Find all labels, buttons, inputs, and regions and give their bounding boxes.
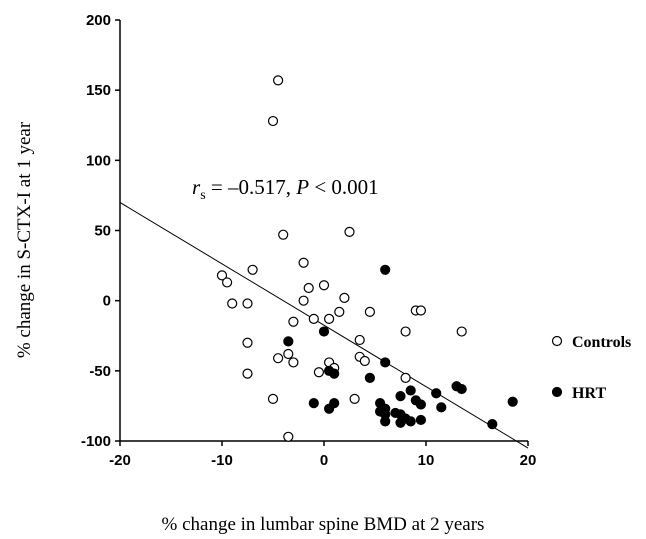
controls-point bbox=[339, 292, 350, 303]
x-axis-ticks: -20 -10 0 10 20 bbox=[109, 441, 536, 469]
hrt-point bbox=[405, 416, 416, 427]
controls-point bbox=[303, 282, 314, 294]
controls-point bbox=[242, 368, 253, 379]
annotation-subscript: s bbox=[200, 188, 205, 203]
hrt-point bbox=[380, 357, 391, 368]
x-tick-label: -10 bbox=[211, 452, 233, 469]
controls-point bbox=[359, 355, 370, 367]
controls-point bbox=[400, 372, 411, 383]
controls-point bbox=[278, 229, 289, 240]
controls-point bbox=[288, 357, 299, 368]
x-axis-title: % change in lumbar spine BMD at 2 years bbox=[162, 514, 485, 535]
controls-point bbox=[283, 348, 294, 360]
regression-line bbox=[119, 202, 529, 449]
y-tick-label: 150 bbox=[86, 82, 111, 99]
controls-point bbox=[456, 326, 467, 337]
y-tick-label: 100 bbox=[86, 152, 111, 169]
annotation-p-value: < 0.001 bbox=[309, 175, 379, 199]
legend-controls-marker bbox=[551, 335, 563, 347]
annotation-r: r bbox=[192, 175, 201, 199]
legend-controls-label: Controls bbox=[572, 334, 631, 351]
controls-point bbox=[334, 306, 345, 317]
controls-point bbox=[364, 306, 375, 317]
controls-point bbox=[298, 295, 309, 306]
hrt-point bbox=[364, 372, 375, 383]
hrt-point bbox=[283, 336, 294, 347]
x-tick-label: 20 bbox=[520, 452, 537, 469]
y-axis-title: % change in S-CTX-I at 1 year bbox=[14, 121, 35, 358]
controls-point bbox=[216, 270, 228, 281]
annotation-equation: = –0.517, bbox=[206, 175, 297, 199]
controls-point bbox=[267, 115, 279, 127]
correlation-annotation: rs = –0.517, P < 0.001 bbox=[192, 175, 379, 203]
controls-point bbox=[273, 75, 284, 86]
hrt-point bbox=[308, 398, 319, 409]
hrt-point bbox=[431, 388, 442, 399]
legend-hrt-label: HRT bbox=[572, 385, 606, 402]
controls-point bbox=[344, 226, 355, 238]
controls-point bbox=[242, 298, 253, 309]
x-tick-label: -20 bbox=[109, 452, 131, 469]
annotation-p: P bbox=[295, 175, 309, 199]
hrt-point bbox=[456, 383, 467, 395]
hrt-point bbox=[395, 390, 406, 402]
x-tick-label: 10 bbox=[418, 452, 435, 469]
controls-point bbox=[318, 280, 330, 291]
hrt-point bbox=[380, 416, 391, 427]
y-tick-label: -50 bbox=[89, 363, 111, 380]
controls-point bbox=[313, 367, 324, 378]
y-tick-label: 50 bbox=[94, 223, 111, 240]
y-tick-label: -100 bbox=[81, 433, 111, 450]
controls-point bbox=[222, 277, 233, 288]
hrt-point bbox=[415, 414, 426, 426]
controls-point bbox=[273, 353, 284, 364]
hrt-point bbox=[507, 396, 518, 407]
x-tick-label: 0 bbox=[320, 452, 328, 469]
y-axis-ticks: -100 -50 0 50 100 150 200 bbox=[81, 12, 120, 450]
hrt-point bbox=[415, 399, 426, 410]
hrt-point bbox=[405, 385, 416, 396]
controls-point bbox=[283, 431, 294, 442]
hrt-point bbox=[329, 368, 340, 379]
controls-point bbox=[242, 337, 253, 348]
legend: Controls HRT bbox=[551, 334, 631, 402]
controls-point bbox=[349, 393, 360, 404]
controls-point bbox=[400, 326, 411, 337]
legend-hrt-marker bbox=[551, 386, 563, 398]
controls-point bbox=[298, 257, 309, 268]
controls-point bbox=[308, 313, 319, 325]
controls-point bbox=[227, 298, 238, 309]
data-points bbox=[216, 75, 518, 442]
hrt-point bbox=[395, 417, 406, 428]
controls-point bbox=[247, 264, 258, 275]
hrt-point bbox=[318, 326, 330, 337]
controls-point bbox=[267, 393, 279, 404]
y-tick-label: 0 bbox=[103, 293, 111, 310]
hrt-point bbox=[436, 402, 447, 413]
controls-point bbox=[324, 313, 335, 325]
hrt-point bbox=[380, 264, 391, 275]
y-tick-label: 200 bbox=[86, 12, 111, 29]
hrt-point bbox=[324, 403, 335, 414]
controls-point bbox=[415, 305, 426, 316]
hrt-point bbox=[487, 419, 498, 430]
plot-frame bbox=[119, 20, 528, 442]
controls-point bbox=[288, 316, 299, 327]
controls-point bbox=[354, 334, 365, 346]
